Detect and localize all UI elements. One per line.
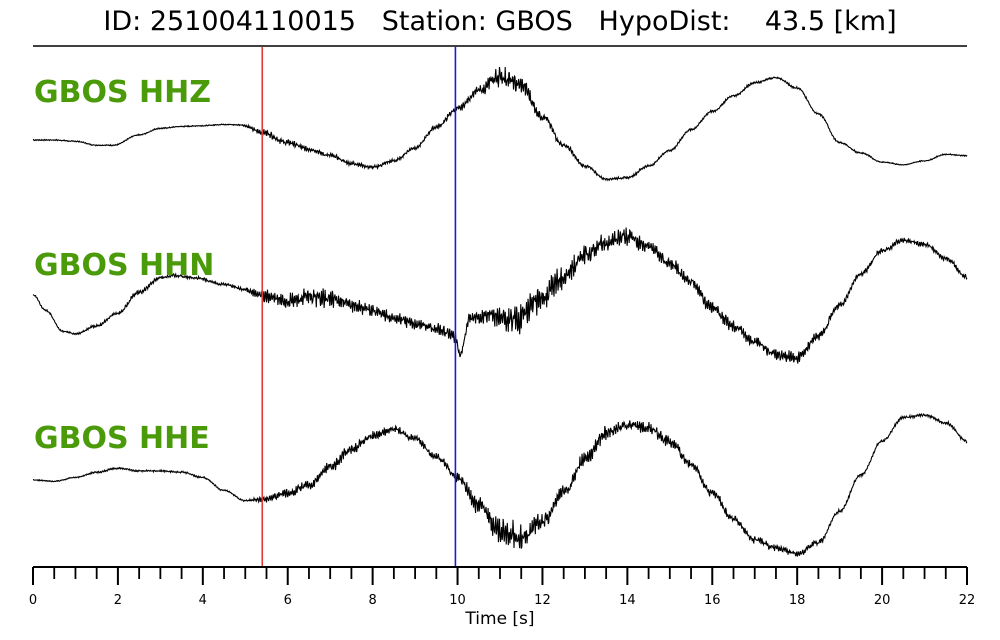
x-tick-label: 4 [199,593,207,608]
id-label: ID: [103,6,142,37]
trace-label-gbos-hhe: GBOS HHE [34,421,210,456]
phase-picks-layer [261,47,457,567]
x-tick-label: 6 [284,593,292,608]
hypodist-unit: [km] [833,6,897,37]
event-id: 251004110015 [149,6,356,37]
hypodist-value: 43.5 [764,6,825,37]
station-label: Station: [381,6,487,37]
x-axis-title: Time [s] [464,609,534,629]
x-tick-label: 8 [368,593,376,608]
x-tick-label: 22 [959,593,976,608]
x-tick-label: 20 [874,593,891,608]
trace-gbos-hhe [32,412,968,557]
trace-label-gbos-hhz: GBOS HHZ [34,75,211,110]
x-tick-label: 2 [114,593,122,608]
hypodist-label: HypoDist: [598,6,731,37]
time-axis: 0 2 4 6 8 10 12 14 16 18 20 22 Time [s] [29,566,976,629]
trace-gbos-hhn [32,227,968,364]
trace-label-gbos-hhn: GBOS HHN [34,248,214,283]
x-tick-label: 10 [449,593,466,608]
x-tick-label: 14 [619,593,636,608]
traces-layer [32,66,968,557]
x-tick-label: 18 [789,593,806,608]
x-tick-label: 12 [534,593,551,608]
chart-title: ID: 251004110015 Station: GBOS HypoDist:… [0,6,1000,37]
trace-gbos-hhz [32,66,968,182]
station-code: GBOS [495,6,573,37]
trace-labels-layer: GBOS HHZ GBOS HHN GBOS HHE [34,75,214,456]
x-tick-label: 16 [704,593,721,608]
x-tick-label: 0 [29,593,37,608]
